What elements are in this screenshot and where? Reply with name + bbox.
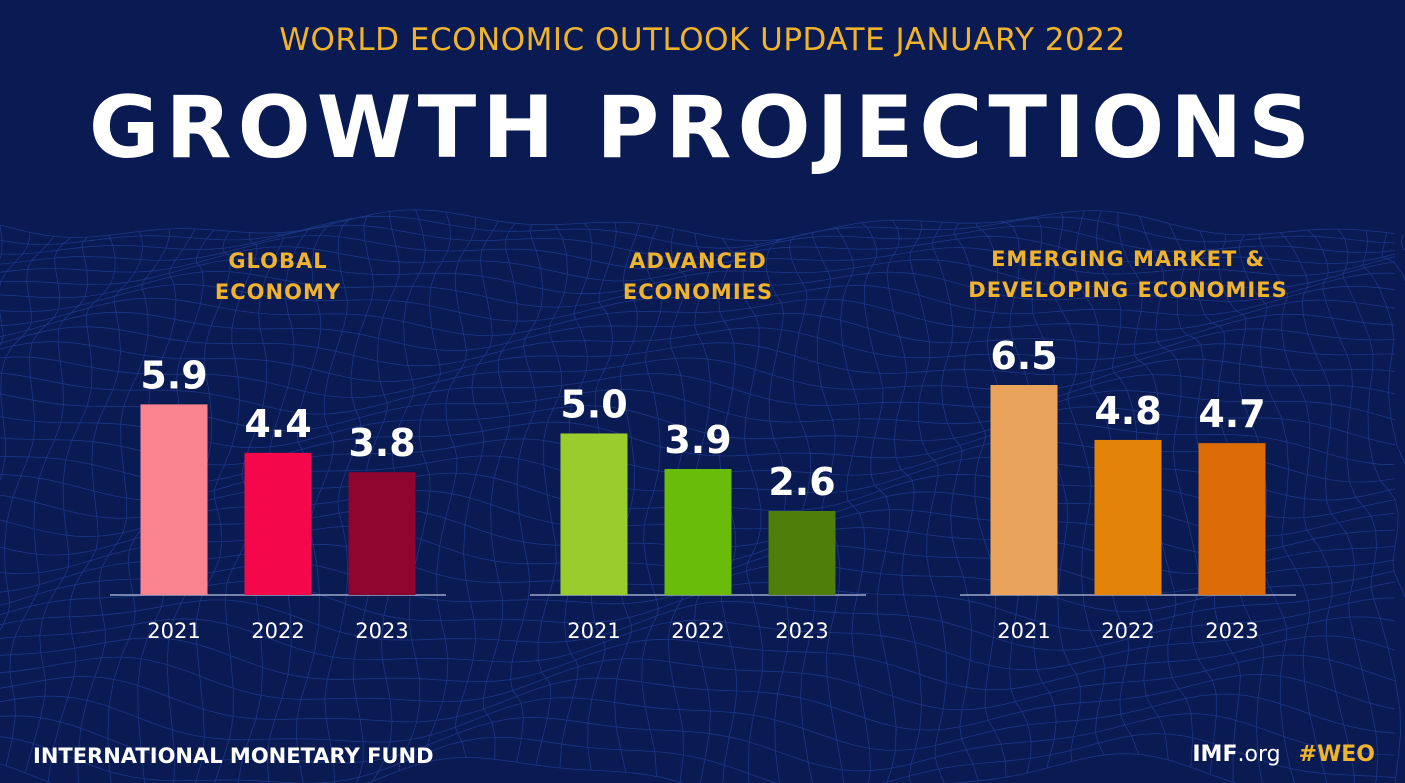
- bar-2021: [560, 433, 628, 595]
- bar-2021: [140, 404, 208, 595]
- chart-title-line: EMERGING MARKET &: [991, 247, 1265, 271]
- data-label: 4.7: [1198, 392, 1265, 436]
- footer-organization: INTERNATIONAL MONETARY FUND: [33, 744, 434, 768]
- hashtag[interactable]: #WEO: [1298, 742, 1375, 767]
- x-tick-label: 2023: [775, 619, 828, 643]
- data-label: 6.5: [990, 334, 1057, 378]
- x-tick-label: 2021: [567, 619, 620, 643]
- data-label: 4.4: [244, 402, 311, 446]
- website-domain: .org: [1237, 742, 1281, 767]
- x-tick-label: 2021: [147, 619, 200, 643]
- x-tick-label: 2022: [1101, 619, 1154, 643]
- bar-2022: [1094, 439, 1162, 595]
- chart-title-line: GLOBAL: [228, 249, 327, 273]
- x-tick-label: 2022: [671, 619, 724, 643]
- website-name: IMF: [1192, 742, 1238, 767]
- bar-2022: [664, 469, 732, 595]
- chart-title-line: ECONOMIES: [623, 280, 773, 304]
- chart-title-line: DEVELOPING ECONOMIES: [968, 278, 1287, 302]
- chart-panel-2: ADVANCED ECONOMIES 5.0 2021 3.9 2022 2.6 2023: [530, 249, 866, 643]
- data-label: 3.9: [664, 418, 731, 462]
- footer-links: IMF.org #WEO: [1192, 742, 1375, 767]
- x-tick-label: 2023: [355, 619, 408, 643]
- chart-panel-3: EMERGING MARKET & DEVELOPING ECONOMIES 6.5…: [960, 247, 1296, 643]
- bar-2022: [244, 452, 312, 595]
- bar-2023: [1198, 443, 1266, 595]
- website-link[interactable]: IMF.org: [1192, 742, 1280, 767]
- chart-panel-1: GLOBAL ECONOMY 5.9 2021 4.4 2022 3.8 2023: [110, 249, 446, 643]
- data-label: 5.0: [560, 382, 627, 426]
- supertitle: WORLD ECONOMIC OUTLOOK UPDATE JANUARY 20…: [279, 22, 1126, 58]
- x-tick-label: 2021: [997, 619, 1050, 643]
- data-label: 2.6: [768, 460, 835, 504]
- chart-title-line: ECONOMY: [215, 280, 341, 304]
- chart-title-line: ADVANCED: [629, 249, 767, 273]
- bar-2023: [768, 511, 836, 595]
- bar-2023: [348, 472, 416, 595]
- bar-2021: [990, 385, 1058, 595]
- data-label: 5.9: [140, 353, 207, 397]
- data-label: 3.8: [348, 421, 415, 465]
- x-tick-label: 2023: [1205, 619, 1258, 643]
- x-tick-label: 2022: [251, 619, 304, 643]
- page-title: GROWTH PROJECTIONS: [88, 78, 1317, 178]
- data-label: 4.8: [1094, 389, 1161, 433]
